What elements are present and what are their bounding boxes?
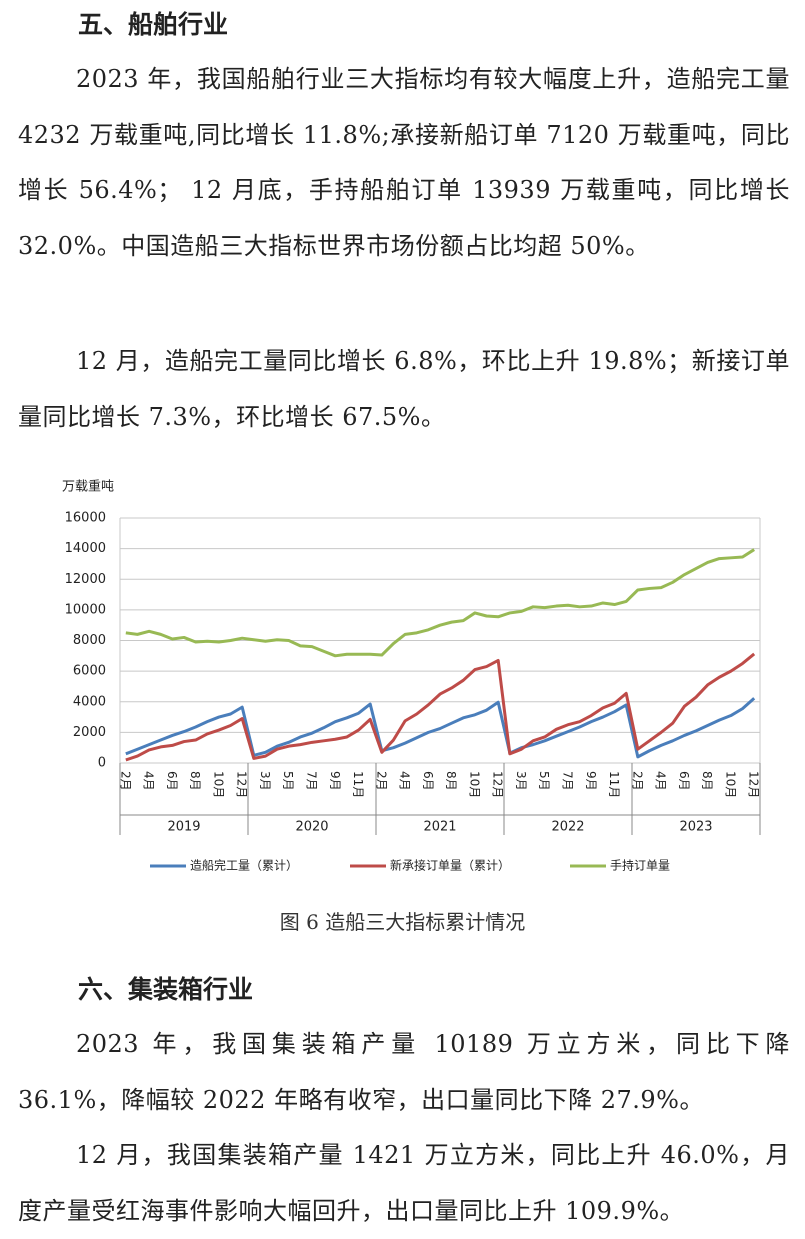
x-group-label: 2021 (423, 820, 456, 835)
paragraph: 2023 年，我国集装箱产量 10189 万立方米，同比下降 36.1%，降幅较… (18, 1030, 790, 1114)
y-tick-label: 2000 (73, 725, 106, 740)
x-tick-label: 3月 (258, 771, 272, 791)
series-line (125, 548, 755, 658)
x-group-label: 2022 (551, 820, 584, 835)
x-tick-label: 12月 (747, 771, 761, 798)
legend-label: 造船完工量（累计） (190, 858, 298, 873)
x-tick-label: 4月 (142, 771, 156, 791)
y-tick-label: 4000 (73, 694, 106, 709)
x-tick-label: 10月 (723, 771, 737, 798)
paragraph: 12 月，我国集装箱产量 1421 万立方米，同比上升 46.0%，月度产量受红… (18, 1141, 790, 1225)
x-tick-label: 6月 (421, 771, 435, 791)
x-tick-label: 8月 (444, 771, 458, 791)
x-tick-label: 12月 (235, 771, 249, 798)
section-heading: 五、船舶行业 (78, 10, 229, 39)
x-tick-label: 11月 (351, 771, 365, 798)
x-tick-label: 2月 (118, 771, 132, 791)
x-tick-label: 8月 (700, 771, 714, 791)
y-tick-label: 16000 (65, 511, 106, 526)
y-tick-label: 6000 (73, 664, 106, 679)
series-line (125, 697, 756, 759)
x-tick-label: 10月 (211, 771, 225, 798)
x-tick-label: 8月 (188, 771, 202, 791)
section-heading: 六、集装箱行业 (78, 975, 254, 1004)
x-tick-label: 9月 (328, 771, 342, 791)
figure-caption: 图 6 造船三大指标累计情况 (279, 910, 526, 934)
x-group-label: 2023 (679, 820, 712, 835)
y-tick-label: 12000 (65, 572, 106, 587)
series-line (125, 652, 756, 762)
x-group-label: 2020 (295, 820, 328, 835)
y-tick-label: 10000 (65, 602, 106, 617)
x-tick-label: 6月 (677, 771, 691, 791)
y-axis-label: 万载重吨 (62, 479, 114, 495)
paragraph: 12 月，造船完工量同比增长 6.8%，环比上升 19.8%；新接订单量同比增长… (18, 347, 790, 431)
x-tick-label: 4月 (398, 771, 412, 791)
x-tick-label: 7月 (561, 771, 575, 791)
x-tick-label: 5月 (537, 771, 551, 791)
paragraph: 2023 年，我国船舶行业三大指标均有较大幅度上升，造船完工量 4232 万载重… (18, 65, 790, 260)
y-tick-label: 14000 (65, 541, 106, 556)
x-tick-label: 2月 (374, 771, 388, 791)
y-tick-label: 8000 (73, 633, 106, 648)
x-tick-label: 2月 (630, 771, 644, 791)
x-tick-label: 3月 (514, 771, 528, 791)
x-tick-label: 12月 (491, 771, 505, 798)
x-group-label: 2019 (167, 820, 200, 835)
legend-label: 新承接订单量（累计） (390, 858, 510, 873)
x-tick-label: 11月 (607, 771, 621, 798)
x-tick-label: 4月 (654, 771, 668, 791)
x-tick-label: 6月 (165, 771, 179, 791)
x-tick-label: 5月 (281, 771, 295, 791)
legend-label: 手持订单量 (610, 858, 670, 873)
y-tick-label: 0 (98, 756, 106, 771)
x-tick-label: 7月 (305, 771, 319, 791)
chart: 万载重吨 0 2000 4000 6000 8000 10000 12000 14000 160… (62, 479, 761, 873)
x-tick-label: 9月 (584, 771, 598, 791)
x-tick-label: 10月 (467, 771, 481, 798)
